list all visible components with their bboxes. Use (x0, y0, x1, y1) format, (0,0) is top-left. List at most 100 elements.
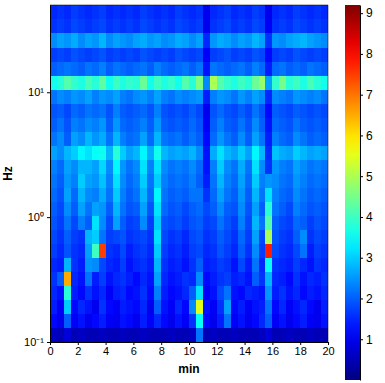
cell (182, 61, 189, 76)
cell (307, 244, 314, 259)
cell (210, 131, 217, 146)
cell (99, 216, 106, 231)
cell (272, 202, 279, 216)
cell (265, 202, 272, 216)
cell (245, 47, 252, 61)
cell (321, 5, 328, 19)
tick-mark (360, 217, 363, 218)
cell (210, 272, 217, 286)
cell (182, 314, 189, 328)
cell (307, 258, 314, 273)
cell (161, 314, 168, 328)
cell (126, 286, 133, 300)
cell (189, 33, 196, 48)
cell (50, 19, 57, 33)
cell (120, 75, 127, 89)
cell (106, 5, 113, 19)
cell (175, 33, 182, 48)
cell (272, 103, 279, 118)
cell (314, 187, 321, 202)
cell (57, 145, 64, 160)
cell (133, 145, 140, 160)
cell (133, 117, 140, 132)
cell (71, 202, 78, 216)
cell (252, 131, 259, 146)
cell (279, 216, 286, 231)
cell (106, 258, 113, 273)
cell (71, 258, 78, 273)
cell (92, 145, 99, 160)
cell (245, 131, 252, 146)
cell (106, 272, 113, 286)
y-axis-title: Hz (1, 166, 15, 181)
cell (196, 47, 203, 61)
cell (71, 33, 78, 48)
cell (300, 286, 307, 300)
cell (279, 173, 286, 188)
tick: 2 (75, 342, 81, 357)
cell (168, 89, 175, 104)
cell (279, 328, 286, 342)
cell (286, 244, 293, 259)
cell (120, 314, 127, 328)
cell (259, 230, 266, 245)
cell (286, 75, 293, 89)
cell (175, 131, 182, 146)
cell (265, 47, 272, 61)
tick: 20 (322, 342, 334, 357)
cell (113, 216, 120, 231)
cell (245, 145, 252, 160)
cell (224, 89, 231, 104)
cell (245, 75, 252, 89)
cell (245, 314, 252, 328)
cell (133, 328, 140, 342)
cell (259, 117, 266, 132)
cell (314, 258, 321, 273)
cell (321, 19, 328, 33)
cell (168, 103, 175, 118)
cell (203, 216, 210, 231)
cell (50, 272, 57, 286)
heatmap-cells (50, 5, 328, 342)
cell (321, 187, 328, 202)
cell (231, 173, 238, 188)
cell (272, 173, 279, 188)
cell (57, 300, 64, 315)
cell (293, 216, 300, 231)
cell (78, 244, 85, 259)
cell (182, 117, 189, 132)
cell (50, 75, 57, 89)
cell (238, 187, 245, 202)
cell (168, 5, 175, 19)
cell (245, 117, 252, 132)
cell (210, 187, 217, 202)
cell (50, 89, 57, 104)
cell (279, 187, 286, 202)
cell (189, 202, 196, 216)
cell (154, 202, 161, 216)
cell (140, 272, 147, 286)
cell (245, 244, 252, 259)
cell (57, 89, 64, 104)
cell (120, 103, 127, 118)
cell (133, 216, 140, 231)
cell (307, 286, 314, 300)
tick: 4 (103, 342, 109, 357)
cell (92, 173, 99, 188)
cell (252, 300, 259, 315)
cell (293, 5, 300, 19)
cell (50, 5, 57, 19)
cell (286, 33, 293, 48)
cell (196, 286, 203, 300)
cell (64, 61, 71, 76)
tick: 10⁰ (28, 211, 50, 223)
cell (217, 117, 224, 132)
cell (154, 187, 161, 202)
cell (133, 286, 140, 300)
cell (321, 244, 328, 259)
cell (113, 300, 120, 315)
cell (113, 159, 120, 174)
cell (154, 328, 161, 342)
cell (224, 19, 231, 33)
cell (265, 328, 272, 342)
